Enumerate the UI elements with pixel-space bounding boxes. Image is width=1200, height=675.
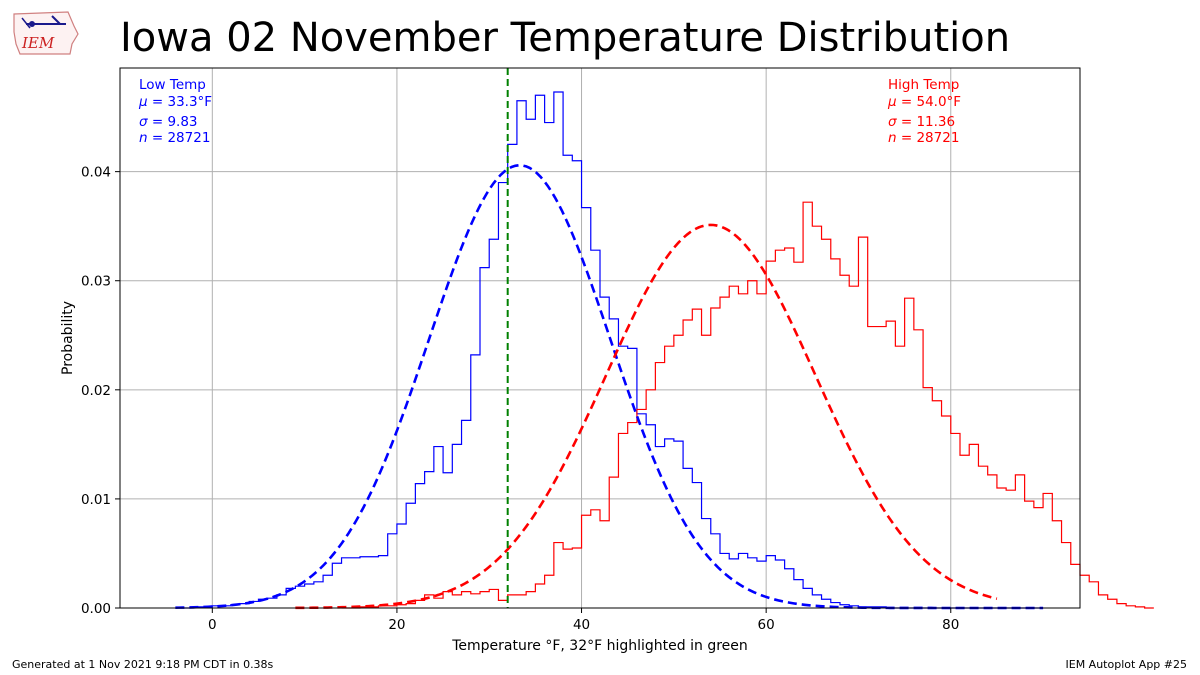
plot-frame [119,67,1081,609]
chart-grid [120,68,1080,609]
low-temp-histogram [175,91,1044,609]
low-temp-label: Low Temp [139,77,206,93]
page-title: Iowa 02 November Temperature Distributio… [120,15,1011,61]
x-tick-label: 60 [758,617,775,633]
x-tick-label: 80 [942,617,959,633]
y-tick-label: 0.02 [81,383,111,399]
x-axis-label: Temperature °F, 32°F highlighted in gree… [451,638,748,654]
y-tick-label: 0.00 [81,601,111,617]
x-tick-label: 40 [573,617,590,633]
low-temp-normal-fit-curve [175,163,1044,610]
low-temp-mu: μ = 33.3°F [138,94,212,110]
x-tick-label: 0 [208,617,217,633]
high-temp-label: High Temp [888,77,959,93]
x-tick-label: 20 [388,617,405,633]
footer-app-text: IEM Autoplot App #25 [1065,658,1188,671]
high-temp-normal-fit-curve [295,223,998,610]
y-tick-label: 0.04 [81,165,111,181]
footer-generated-text: Generated at 1 Nov 2021 9:18 PM CDT in 0… [12,658,274,671]
high-temp-histogram [341,201,1154,609]
histogram-layer [175,91,1154,609]
y-tick-label: 0.03 [81,274,111,290]
high-temp-stats: High Temp μ = 54.0°F σ = 11.36 n = 28721 [887,77,961,146]
low-temp-stats: Low Temp μ = 33.3°F σ = 9.83 n = 28721 [138,77,212,146]
high-temp-n: n = 28721 [888,130,959,146]
low-temp-sigma: σ = 9.83 [139,114,198,130]
iem-logo-icon: IEM [13,11,79,55]
logo-text: IEM [21,34,55,52]
low-temp-n: n = 28721 [139,130,210,146]
high-temp-mu: μ = 54.0°F [887,94,961,110]
axis-ticks: 0 20 40 60 80 0.00 0.01 0.02 0.03 0.04 [81,165,959,633]
high-temp-sigma: σ = 11.36 [888,114,955,130]
y-tick-label: 0.01 [81,492,111,508]
fit-curve-layer [175,163,1044,610]
y-axis-label: Probability [60,301,76,375]
